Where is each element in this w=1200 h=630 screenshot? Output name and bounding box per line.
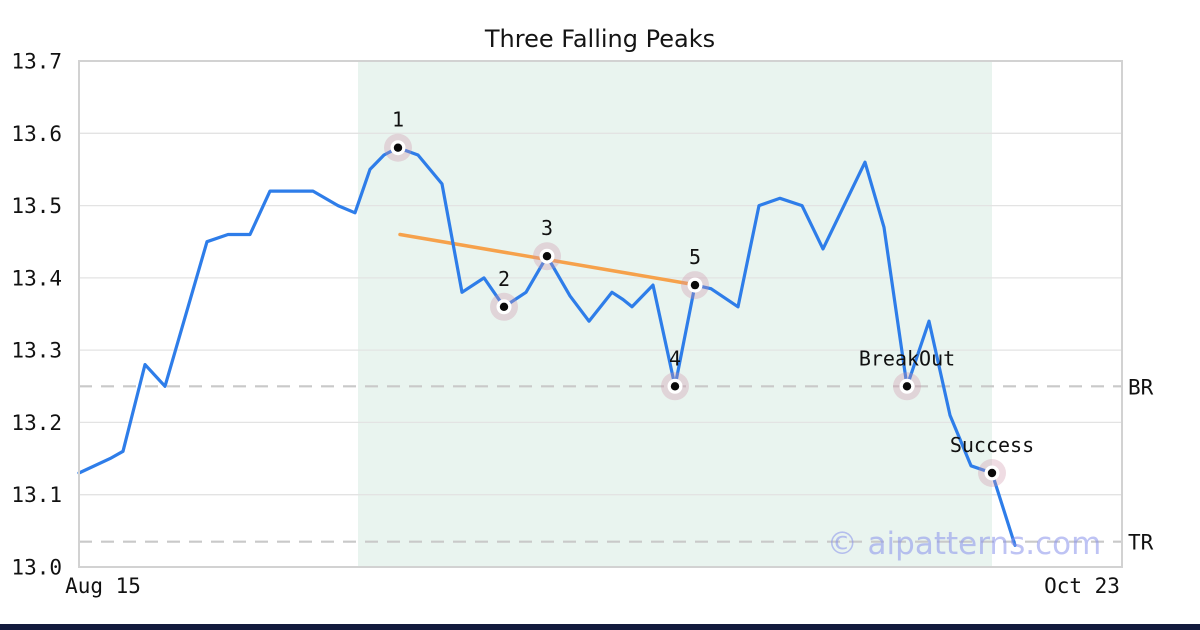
marker-label-2: 2 [498,267,510,291]
pattern-region-group [358,61,992,567]
y-tick-label: 13.1 [11,483,62,507]
y-tick-label: 13.5 [11,194,62,218]
y-tick-label: 13.0 [11,556,62,580]
marker-dot-2 [499,302,509,311]
marker-dot-breakout [902,382,912,391]
level-lines-group: BR TR [79,375,1154,555]
marker-dot-5 [690,280,700,290]
y-tick-label: 13.2 [11,411,62,435]
y-axis-ticks-group: 13.7 13.6 13.5 13.4 13.3 13.2 13.1 13.0 [11,50,62,580]
y-tick-label: 13.4 [11,266,62,290]
marker-label-success: Success [950,433,1034,457]
marker-label-5: 5 [689,245,701,269]
level-label-tr: TR [1128,531,1154,555]
x-tick-label-end: Oct 23 [1044,574,1120,598]
x-tick-label-start: Aug 15 [65,574,141,598]
markers-group: 1 2 3 4 5 BreakOut Success [384,108,1034,487]
marker-label-4: 4 [669,346,681,370]
marker-label-3: 3 [541,216,553,240]
marker-dot-success [987,468,997,478]
plot-border-group [78,60,1123,568]
pattern-region [358,61,992,567]
footer-bar [0,624,1200,630]
watermark: © aipatterns.com [827,526,1102,562]
y-tick-label: 13.3 [11,339,62,363]
y-tick-label: 13.6 [11,122,62,146]
marker-dot-3 [542,252,552,261]
price-line-group [77,146,1017,547]
marker-label-breakout: BreakOut [859,346,955,370]
price-line [77,146,1017,547]
chart-title: Three Falling Peaks [484,25,715,53]
y-tick-label: 13.7 [11,50,62,74]
plot-border [78,60,1123,568]
marker-dot-4 [670,382,680,391]
marker-dot-1 [393,143,403,152]
marker-label-1: 1 [392,108,404,132]
level-label-br: BR [1128,375,1154,399]
